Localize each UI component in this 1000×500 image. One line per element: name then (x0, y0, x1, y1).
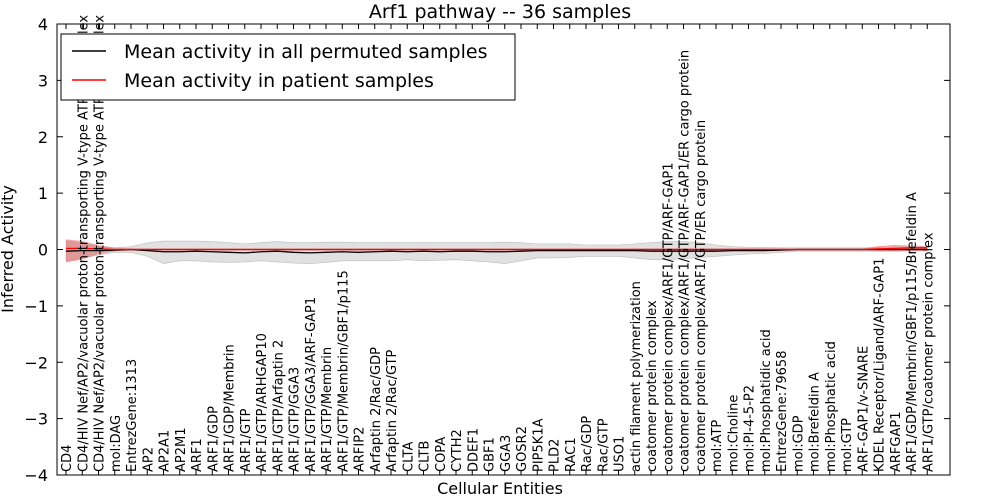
x-tick-label: AP2 (141, 447, 156, 472)
x-tick-label: ARF1 (190, 438, 205, 472)
legend: Mean activity in all permuted samples Me… (60, 33, 516, 101)
x-tick-label: EntrezGene:1313 (125, 359, 140, 472)
x-tick-label: GGA3 (499, 435, 514, 472)
x-tick-label: mol:Phosphatic acid (824, 341, 839, 472)
y-tick-label: −3 (24, 410, 48, 429)
x-tick-label: CD4 (60, 445, 75, 472)
lines-layer (65, 247, 928, 254)
y-tick-label: 3 (38, 71, 48, 90)
line-patient (66, 247, 928, 251)
x-tick-label: COPA (434, 437, 449, 472)
plot-frame (56, 23, 951, 476)
x-tick-label: CD4/HIV Nef/AP2/vacuolar proton-transpor… (76, 15, 91, 472)
chart-title: Arf1 pathway -- 36 samples (369, 1, 631, 23)
y-tick-label: 1 (38, 184, 48, 203)
x-tick-label: DDEF1 (466, 428, 481, 472)
x-tick-label: ARF-GAP1/v-SNARE (856, 346, 871, 472)
x-tick-label: coatomer protein complex/ARF1/GTP/ER car… (694, 120, 709, 472)
x-tick-label: mol:GDP (791, 415, 806, 472)
x-tick-label: mol:GTP (840, 418, 855, 472)
y-tick-label: 2 (38, 128, 48, 147)
x-tick-label: EntrezGene:79658 (775, 351, 790, 472)
y-tick-label: 0 (38, 241, 48, 260)
x-tick-label: AP2M1 (174, 428, 189, 473)
y-tick-label: −4 (24, 466, 48, 485)
x-tick-label: Arfaptin 2/Rac/GDP (369, 347, 384, 472)
y-tick-label: −2 (24, 353, 48, 372)
x-tick-label: ARF1/GDP/Membrin/GBF1/p115/Brefeldin A (905, 192, 920, 472)
x-tick-label: ARF1/GDP/Membrin (223, 344, 238, 472)
x-tick-label: mol:Choline (726, 395, 741, 472)
x-tick-label: ARF1/GTP (239, 408, 254, 472)
x-axis-label: Cellular Entities (437, 479, 563, 498)
x-tick-label: CLTA (401, 442, 416, 472)
y-tick-label: 4 (38, 15, 48, 34)
legend-label-permuted: Mean activity in all permuted samples (124, 41, 487, 63)
x-tick-label: coatomer protein complex (645, 300, 660, 472)
x-tick-label: CYTH2 (450, 429, 465, 472)
y-axis: 4 3 2 1 0 −1 −2 −3 −4 (24, 15, 950, 485)
x-tick-label: mol:ATP (710, 420, 725, 472)
legend-box (60, 33, 516, 101)
x-tick-label: PLD2 (548, 439, 563, 472)
x-tick-label: ARF1/GTP/ARHGAP10 (255, 333, 270, 472)
x-tick-label: AP2A1 (158, 430, 173, 472)
x-tick-label: ARF1/GDP (206, 406, 221, 472)
x-tick-label: mol:PI-4-5-P2 (743, 385, 758, 472)
x-tick-label: ARF1/GTP/GGA3 (288, 367, 303, 472)
x-tick-label: RAC1 (564, 437, 579, 472)
y-axis-label: Inferred Activity (0, 185, 17, 313)
x-tick-label: coatomer protein complex/ARF1/GTP/ARF-GA… (661, 162, 676, 472)
x-tick-label: USO1 (613, 436, 628, 472)
x-tick-label: GOSR2 (515, 426, 530, 472)
x-tick-label: CD4/HIV Nef/AP2/vacuolar proton-transpor… (93, 15, 108, 472)
x-tick-label: Rac/GTP (596, 418, 611, 472)
x-tick-label: mol:Phosphatidic acid (759, 329, 774, 472)
x-tick-label: mol:Brefeldin A (808, 372, 823, 472)
x-tick-label: PIP5K1A (531, 418, 546, 472)
y-tick-label: −1 (24, 297, 48, 316)
x-tick-label: ARFGAP1 (889, 412, 904, 472)
x-tick-label: KDEL Receptor/Ligand/ARF-GAP1 (873, 258, 888, 472)
x-tick-label: coatomer protein complex/ARF1/GTP/ARF-GA… (678, 50, 693, 472)
legend-label-patient: Mean activity in patient samples (124, 70, 434, 92)
x-tick-label: ARFIP2 (353, 427, 368, 472)
x-tick-label: ARF1/GTP/GGA3/ARF-GAP1 (304, 297, 319, 472)
x-tick-label: ARF1/GTP/Membrin (320, 347, 335, 472)
x-tick-label: CLTB (418, 441, 433, 472)
x-tick-label: ARF1/GTP/Membrin/GBF1/p115 (336, 270, 351, 472)
x-axis: CD4 CD4/HIV Nef/AP2/vacuolar proton-trans… (60, 15, 936, 475)
x-tick-label: GBF1 (483, 437, 498, 472)
x-tick-label: Rac/GDP (580, 416, 595, 472)
x-tick-label: ARF1/GTP/Arfaptin 2 (271, 340, 286, 472)
x-tick-label: Arfaptin 2/Rac/GTP (385, 349, 400, 472)
x-tick-label: mol:DAG (109, 415, 124, 472)
x-tick-label: actin filament polymerization (629, 281, 644, 472)
x-tick-label: ARF1/GTP/coatomer protein complex (921, 232, 936, 472)
